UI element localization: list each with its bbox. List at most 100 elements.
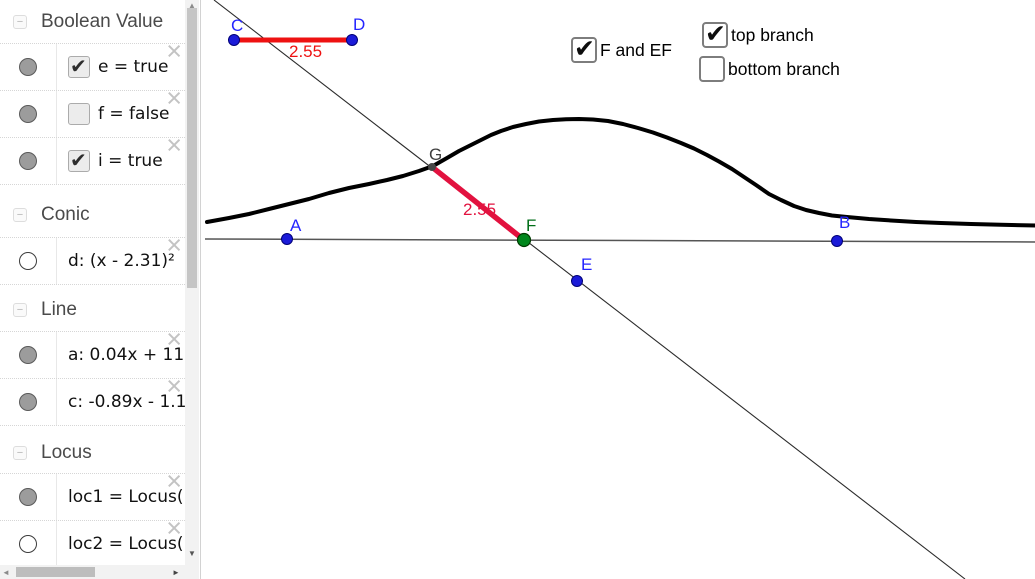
checkbox-box[interactable]: ✔ (571, 35, 597, 63)
section-header-locus: − Locus (0, 425, 185, 473)
algebra-row-f: ✔ f = false × (0, 90, 185, 137)
checkbox-box[interactable]: ✔ (702, 20, 728, 48)
close-icon[interactable]: × (166, 238, 182, 260)
graphics-view[interactable]: 2.55 2.55 C D A B E F G ✔ F and EF ✔ top… (200, 0, 1035, 579)
checkbox-bottom-branch[interactable]: ✔ bottom branch (699, 56, 840, 82)
boolean-checkbox-e[interactable]: ✔ (68, 54, 90, 78)
item-cell: ✔ f = false × (57, 91, 185, 137)
item-label[interactable]: d: (x - 2.31)² (68, 251, 175, 271)
item-cell: ✔ e = true × (57, 44, 185, 90)
visibility-toggle[interactable] (19, 252, 37, 270)
collapse-icon[interactable]: − (13, 207, 27, 222)
item-label[interactable]: loc2 = Locus( (68, 534, 184, 554)
sidebar-vertical-scrollbar[interactable]: ▲ ▼ (185, 0, 199, 565)
visibility-toggle[interactable] (19, 105, 37, 123)
checkbox-label[interactable]: F and EF (600, 40, 672, 60)
close-icon[interactable]: × (166, 91, 182, 113)
item-label[interactable]: loc1 = Locus( (68, 487, 184, 507)
point-f[interactable] (516, 232, 532, 248)
locus-curve-top-branch[interactable] (205, 117, 1035, 228)
item-label[interactable]: i = true (98, 151, 163, 171)
check-icon: ✔ (705, 20, 726, 48)
collapse-icon[interactable]: − (13, 445, 27, 460)
collapse-icon[interactable]: − (13, 14, 27, 29)
close-icon[interactable]: × (166, 138, 182, 160)
visibility-toggle[interactable] (19, 535, 37, 553)
checkbox-top-branch[interactable]: ✔ top branch (702, 20, 814, 48)
dot-cell (0, 379, 57, 425)
section-title: Locus (41, 441, 92, 463)
check-icon: ✔ (70, 148, 87, 172)
close-icon[interactable]: × (166, 521, 182, 543)
algebra-row-i: ✔ i = true × (0, 137, 185, 184)
check-icon: ✔ (574, 35, 595, 63)
point-b[interactable] (831, 235, 843, 247)
dot-cell (0, 44, 57, 90)
item-cell: ✔ i = true × (57, 138, 185, 184)
point-a-label: A (290, 216, 302, 235)
algebra-row-c: c: -0.89x - 1.1 × (0, 378, 185, 425)
dot-cell (0, 474, 57, 520)
point-d-label: D (353, 15, 365, 34)
dot-cell (0, 332, 57, 378)
algebra-panel: − Boolean Value ✔ e = true × ✔ f = false… (0, 0, 185, 565)
dot-cell (0, 238, 57, 284)
algebra-row-loc1: loc1 = Locus( × (0, 473, 185, 520)
scroll-right-icon[interactable]: ► (172, 568, 180, 577)
vertical-scrollbar-thumb[interactable] (187, 8, 197, 288)
point-d[interactable] (346, 34, 358, 46)
algebra-row-loc2: loc2 = Locus( × (0, 520, 185, 565)
visibility-toggle[interactable] (19, 58, 37, 76)
point-a[interactable] (281, 233, 293, 245)
algebra-row-a: a: 0.04x + 11 × (0, 331, 185, 378)
point-e-label: E (581, 255, 592, 274)
checkbox-box[interactable]: ✔ (699, 56, 725, 82)
close-icon[interactable]: × (166, 474, 182, 496)
point-f-label: F (526, 216, 536, 235)
dot-cell (0, 91, 57, 137)
scroll-left-icon[interactable]: ◄ (2, 568, 10, 577)
check-icon: ✔ (70, 54, 87, 78)
geometry-svg: 2.55 2.55 C D A B E F G (204, 0, 1035, 579)
close-icon[interactable]: × (166, 379, 182, 401)
item-cell: loc2 = Locus( × (57, 521, 185, 565)
checkbox-f-and-ef[interactable]: ✔ F and EF (571, 35, 672, 63)
close-icon[interactable]: × (166, 332, 182, 354)
segment-cd-length-label: 2.55 (289, 42, 322, 61)
section-title: Line (41, 299, 77, 320)
sidebar-horizontal-scrollbar[interactable]: ◄ ► (0, 565, 185, 579)
dot-cell (0, 521, 57, 565)
scroll-down-icon[interactable]: ▼ (188, 549, 196, 558)
segment-gf[interactable] (429, 164, 527, 243)
scroll-up-icon[interactable]: ▲ (188, 1, 196, 10)
line-a[interactable] (204, 238, 1035, 243)
horizontal-scrollbar-thumb[interactable] (16, 567, 95, 577)
point-e[interactable] (571, 275, 583, 287)
algebra-row-d: d: (x - 2.31)² × (0, 237, 185, 284)
boolean-checkbox-i[interactable]: ✔ (68, 148, 90, 172)
section-title: Conic (41, 203, 90, 225)
point-c[interactable] (228, 34, 240, 46)
boolean-checkbox-f[interactable]: ✔ (68, 103, 90, 125)
item-label[interactable]: a: 0.04x + 11 (68, 345, 185, 365)
visibility-toggle[interactable] (19, 346, 37, 364)
item-label[interactable]: e = true (98, 57, 169, 77)
item-label[interactable]: c: -0.89x - 1.1 (68, 392, 185, 412)
item-cell: c: -0.89x - 1.1 × (57, 379, 185, 425)
checkbox-label[interactable]: top branch (731, 25, 814, 45)
close-icon[interactable]: × (166, 44, 182, 66)
checkbox-label[interactable]: bottom branch (728, 59, 840, 79)
item-label[interactable]: f = false (98, 104, 170, 124)
collapse-icon[interactable]: − (13, 303, 27, 317)
segment-gf-length-label: 2.55 (463, 200, 496, 219)
point-g[interactable] (428, 163, 436, 171)
visibility-toggle[interactable] (19, 488, 37, 506)
visibility-toggle[interactable] (19, 393, 37, 411)
visibility-toggle[interactable] (19, 152, 37, 170)
line-c[interactable] (213, 0, 966, 579)
item-cell: d: (x - 2.31)² × (57, 238, 185, 284)
point-c-label: C (231, 16, 243, 35)
scrollbar-corner (185, 565, 199, 579)
item-cell: loc1 = Locus( × (57, 474, 185, 520)
algebra-row-e: ✔ e = true × (0, 43, 185, 90)
